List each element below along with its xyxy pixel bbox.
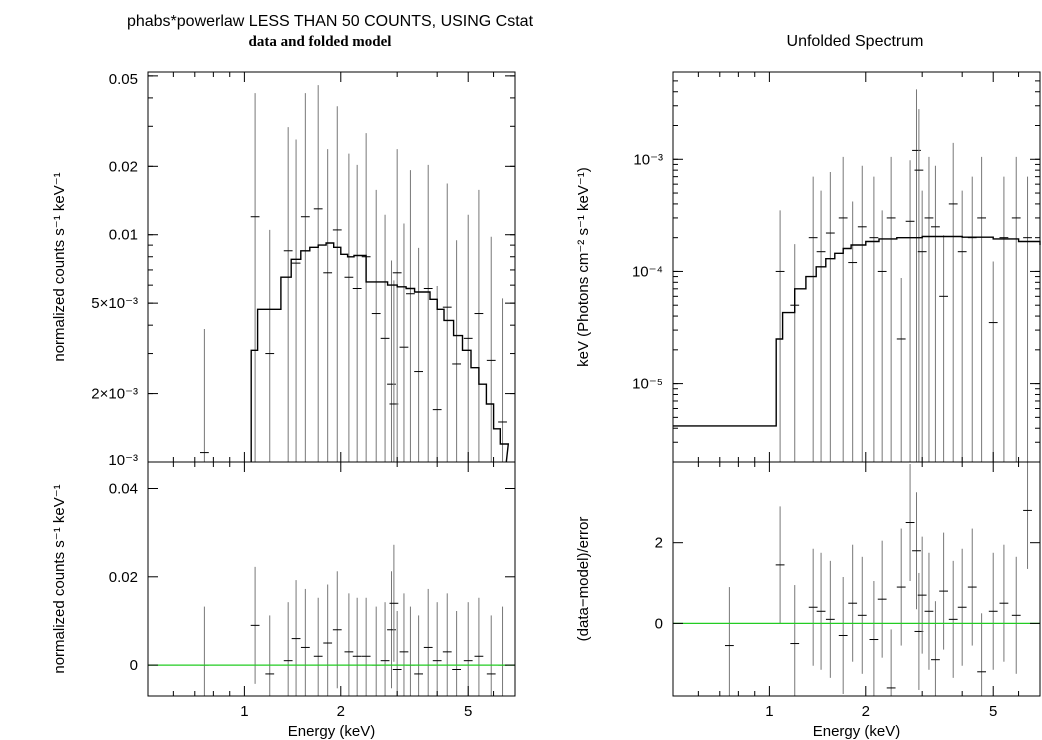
y-tick-label: 0.04 [109, 480, 138, 497]
x-tick-label: 1 [240, 703, 248, 720]
y-tick-label: 0 [655, 615, 663, 632]
left-chart-subtitle: data and folded model [249, 34, 392, 50]
panel-right-bottom [673, 462, 1040, 696]
right-chart-title: Unfolded Spectrum [787, 33, 924, 50]
y-tick-label: 2×10⁻³ [91, 386, 138, 403]
y-tick-label: 10⁻³ [108, 452, 138, 469]
x-axis-label: Energy (keV) [288, 723, 376, 740]
y-axis-label: keV (Photons cm⁻² s⁻¹ keV⁻¹) [575, 167, 592, 367]
plot-frame-right-top [672, 71, 1041, 463]
y-axis-label: (data−model)/error [575, 517, 592, 642]
x-tick-label: 1 [765, 703, 773, 720]
y-tick-label: 10⁻⁵ [632, 376, 663, 393]
y-axis-label: normalized counts s⁻¹ keV⁻¹ [51, 172, 68, 361]
left-chart-title: phabs*powerlaw LESS THAN 50 COUNTS, USIN… [127, 13, 534, 30]
y-tick-label: 10⁻³ [633, 151, 663, 168]
x-tick-label: 2 [337, 703, 345, 720]
panel-right-top [673, 89, 1041, 462]
y-axis-label: normalized counts s⁻¹ keV⁻¹ [51, 484, 68, 673]
panel-left-bottom [148, 544, 515, 696]
model-step-line [673, 235, 1041, 427]
plot-frame-right-bottom [672, 461, 1041, 697]
plot-frame-left-bottom [147, 461, 516, 697]
x-tick-label: 5 [464, 703, 472, 720]
y-tick-label: 2 [655, 535, 663, 552]
plot-frame-left-top [147, 71, 516, 463]
x-tick-label: 2 [862, 703, 870, 720]
y-tick-label: 0.01 [109, 227, 138, 244]
x-tick-label: 5 [989, 703, 997, 720]
y-tick-label: 5×10⁻³ [91, 295, 138, 312]
x-axis-label: Energy (keV) [813, 723, 901, 740]
y-tick-label: 0.02 [109, 569, 138, 586]
panel-left-top [199, 85, 510, 463]
y-tick-label: 0.05 [109, 71, 138, 88]
y-tick-label: 0 [130, 657, 138, 674]
y-tick-label: 10⁻⁴ [632, 263, 663, 280]
y-tick-label: 0.02 [109, 158, 138, 175]
model-step-line [250, 242, 510, 463]
